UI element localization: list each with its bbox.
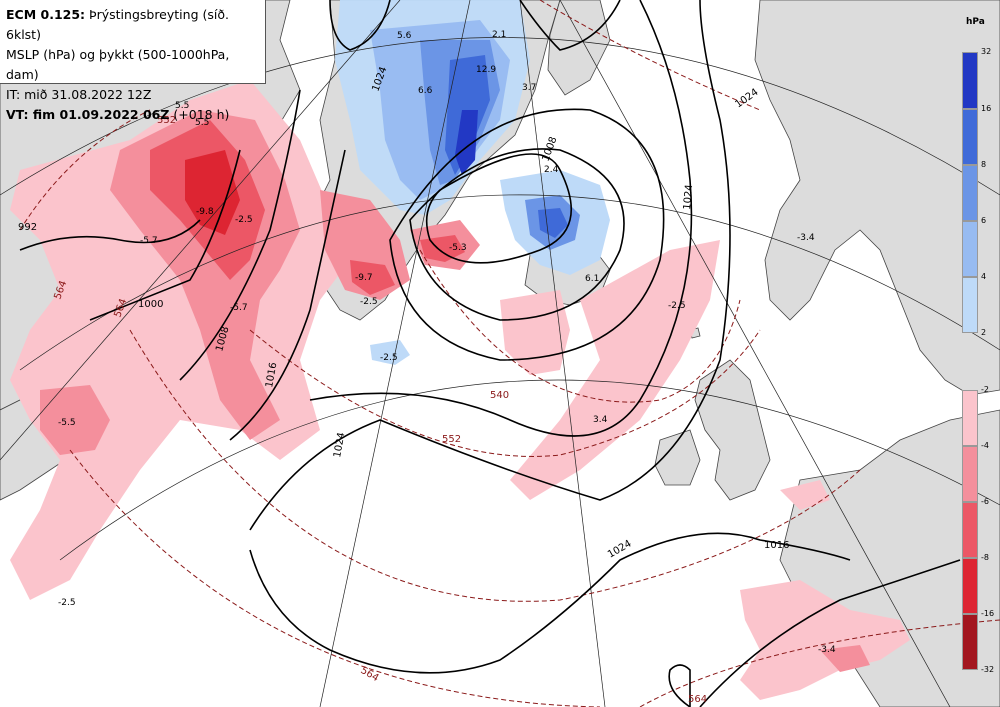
tendency-label: -3.4 xyxy=(797,233,815,243)
rise-swatch xyxy=(962,109,978,165)
isobar-label: 1016 xyxy=(264,362,279,389)
init-time: IT: mið 31.08.2022 12Z xyxy=(6,87,152,102)
tendency-label: 6.1 xyxy=(585,274,599,284)
fall-colorbar xyxy=(962,390,978,670)
fall-tick: -4 xyxy=(981,441,989,450)
title-line: ECM 0.125: Þrýstingsbreyting (síð. 6klst… xyxy=(6,5,265,45)
field-title: Þrýstingsbreyting (síð. 6klst) xyxy=(6,7,229,42)
rise-tick: 6 xyxy=(981,216,987,225)
thickness-label: 540 xyxy=(490,390,509,401)
thickness-label: 564 xyxy=(688,694,707,705)
tendency-label: -2.5 xyxy=(360,297,378,307)
tendency-label: 5.6 xyxy=(397,31,412,41)
tendency-label: -5.7 xyxy=(230,303,248,313)
tendency-label: -3.4 xyxy=(818,645,836,655)
isobar-label: 1024 xyxy=(682,184,695,210)
tendency-label: 3.7 xyxy=(522,83,536,93)
rise-swatch xyxy=(962,165,978,221)
tendency-label: 5.5 xyxy=(195,118,209,128)
map-info-box: ECM 0.125: Þrýstingsbreyting (síð. 6klst… xyxy=(0,0,266,122)
tendency-label: -2.5 xyxy=(58,598,76,608)
valid-time: VT: fim 01.09.2022 06Z xyxy=(6,107,170,122)
isobar-label: 992 xyxy=(18,222,37,233)
isobars xyxy=(19,0,961,707)
rise-tick: 4 xyxy=(981,272,987,281)
tendency-label: 3.4 xyxy=(593,415,608,425)
pressure-fall-areas xyxy=(10,80,910,700)
fall-tick: -6 xyxy=(981,497,989,506)
tendency-label: -5.7 xyxy=(140,236,158,246)
tendency-label: 6.6 xyxy=(418,86,433,96)
fall-tick: -32 xyxy=(981,665,995,674)
rise-colorbar xyxy=(962,52,978,333)
fall-tick: -8 xyxy=(981,553,989,562)
rise-tick: 2 xyxy=(981,328,987,337)
thickness-label: 552 xyxy=(157,115,176,126)
rise-swatch xyxy=(962,221,978,277)
rise-tick: 32 xyxy=(981,47,992,56)
tendency-label: -2.5 xyxy=(235,215,253,225)
svalbard xyxy=(547,0,611,96)
british-isles xyxy=(694,359,771,501)
pressure-rise-areas xyxy=(108,0,610,365)
tendency-label: 5.5 xyxy=(175,101,189,111)
isobar-label: 1000 xyxy=(138,299,163,310)
tendency-label: 2.1 xyxy=(492,30,506,40)
rise-swatch xyxy=(962,277,978,333)
model-name: ECM 0.125: xyxy=(6,7,86,22)
tendency-label: -2.5 xyxy=(380,353,398,363)
rise-tick: 16 xyxy=(981,104,992,113)
tendency-label: -5.5 xyxy=(58,418,76,428)
isobar-label: 1016 xyxy=(764,540,789,551)
forecast-step: (+018 h) xyxy=(173,107,230,122)
fall-swatch xyxy=(962,390,978,446)
isobar-label: 1024 xyxy=(332,432,347,459)
tendency-label: -2.5 xyxy=(668,301,686,311)
tendency-label: -9.8 xyxy=(196,207,214,217)
fall-tick: -2 xyxy=(981,385,989,394)
rise-tick: 8 xyxy=(981,160,987,169)
rise-swatch xyxy=(962,52,978,109)
colorbar-unit: hPa xyxy=(966,17,985,27)
tendency-label: 12.9 xyxy=(476,65,496,75)
fall-swatch xyxy=(962,502,978,558)
fall-swatch xyxy=(962,614,978,670)
tendency-label: -5.3 xyxy=(449,243,467,253)
valid-time-line: VT: fim 01.09.2022 06Z (+018 h) xyxy=(6,105,265,125)
fall-swatch xyxy=(962,446,978,502)
tendency-label: 2.4 xyxy=(544,165,559,175)
fall-tick: -16 xyxy=(981,609,995,618)
thickness-label: 552 xyxy=(442,434,461,445)
tendency-label: -9.7 xyxy=(355,273,373,283)
fall-swatch xyxy=(962,558,978,614)
subtitle-line: MSLP (hPa) og þykkt (500-1000hPa, dam) xyxy=(6,47,230,82)
